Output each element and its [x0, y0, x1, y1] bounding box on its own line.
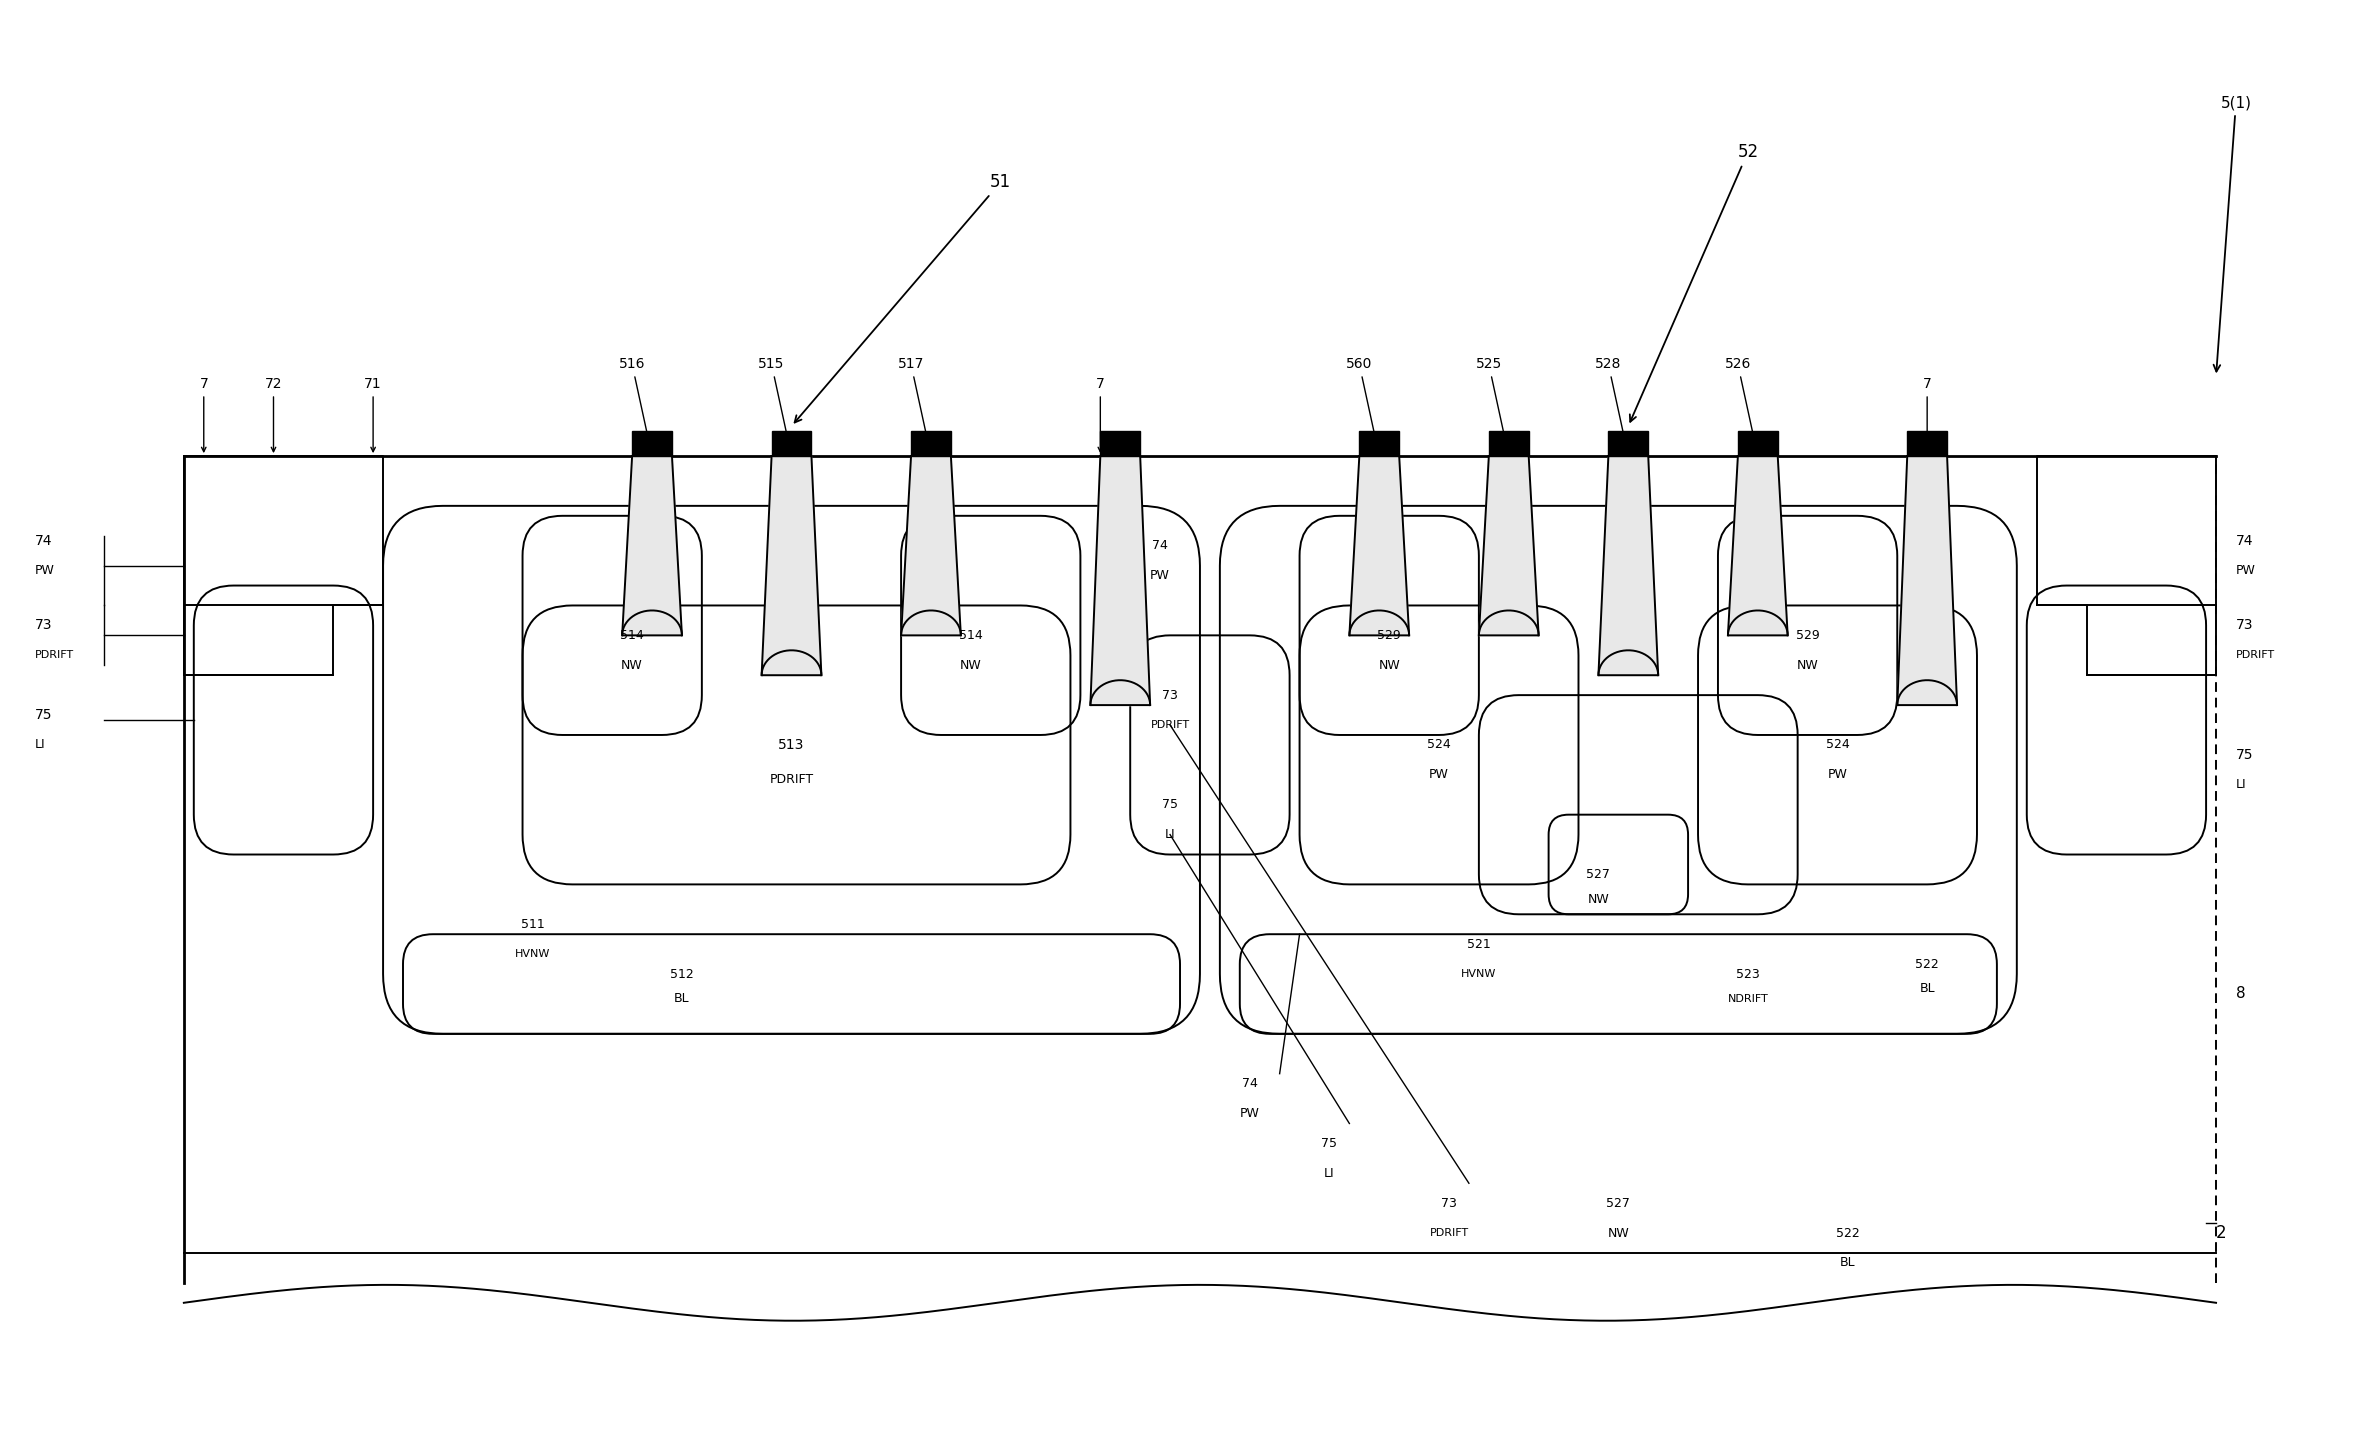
Text: PW: PW	[1150, 569, 1169, 582]
Text: 75: 75	[2236, 748, 2252, 762]
Text: 73: 73	[2236, 618, 2252, 633]
Text: 515: 515	[759, 358, 792, 453]
Bar	[1489, 431, 1529, 455]
Text: 514: 514	[958, 629, 982, 642]
Text: PW: PW	[1240, 1107, 1259, 1120]
Bar	[771, 431, 811, 455]
Text: NW: NW	[1589, 893, 1610, 906]
Text: PDRIFT: PDRIFT	[36, 650, 74, 661]
Polygon shape	[761, 455, 820, 675]
Text: 511: 511	[522, 918, 545, 931]
Text: 522: 522	[1835, 1227, 1859, 1240]
Bar	[1608, 431, 1648, 455]
Text: 7: 7	[1095, 377, 1105, 451]
Bar	[910, 431, 951, 455]
Text: NW: NW	[621, 659, 643, 672]
Text: 73: 73	[1442, 1196, 1456, 1209]
Polygon shape	[1897, 455, 1956, 706]
Text: 513: 513	[778, 738, 804, 752]
Text: HVNW: HVNW	[515, 949, 550, 959]
Text: 74: 74	[1152, 540, 1169, 553]
Text: 5(1): 5(1)	[2215, 96, 2252, 371]
Polygon shape	[1598, 455, 1657, 675]
Text: 560: 560	[1347, 358, 1380, 453]
Text: 526: 526	[1724, 358, 1759, 453]
Text: 527: 527	[1586, 869, 1610, 880]
Polygon shape	[621, 455, 683, 636]
Polygon shape	[901, 455, 960, 636]
Text: 2: 2	[2217, 1224, 2226, 1243]
Text: LI: LI	[36, 739, 45, 751]
Text: NW: NW	[1797, 659, 1819, 672]
Text: 71: 71	[365, 377, 382, 451]
Text: PW: PW	[2236, 565, 2255, 578]
Text: NW: NW	[1608, 1227, 1629, 1240]
Text: 512: 512	[671, 968, 695, 981]
Text: PW: PW	[1430, 768, 1449, 781]
Text: NW: NW	[1378, 659, 1401, 672]
Text: PDRIFT: PDRIFT	[2236, 650, 2276, 661]
Text: 75: 75	[1321, 1136, 1337, 1149]
Text: 523: 523	[1736, 968, 1759, 981]
Text: 527: 527	[1608, 1196, 1631, 1209]
Bar	[1100, 431, 1140, 455]
Text: 74: 74	[1242, 1077, 1257, 1090]
Text: 75: 75	[36, 709, 52, 722]
Polygon shape	[1728, 455, 1788, 636]
Text: 72: 72	[266, 377, 282, 451]
Text: PW: PW	[1828, 768, 1847, 781]
Text: PDRIFT: PDRIFT	[1150, 720, 1190, 730]
Bar	[1359, 431, 1399, 455]
Text: 7: 7	[1923, 377, 1932, 451]
Text: LI: LI	[1323, 1167, 1335, 1180]
Text: 7: 7	[199, 377, 209, 451]
Polygon shape	[1091, 455, 1150, 706]
Polygon shape	[1480, 455, 1539, 636]
Text: BL: BL	[1840, 1257, 1854, 1269]
Text: 75: 75	[1162, 799, 1178, 812]
Text: 74: 74	[2236, 534, 2252, 547]
Text: BL: BL	[673, 992, 690, 1005]
Text: 516: 516	[619, 358, 652, 453]
Text: 514: 514	[621, 629, 645, 642]
Bar	[1906, 431, 1947, 455]
Text: LI: LI	[1164, 828, 1176, 841]
Text: PDRIFT: PDRIFT	[1430, 1228, 1468, 1238]
Bar	[633, 431, 671, 455]
Text: NW: NW	[960, 659, 982, 672]
Text: 524: 524	[1427, 739, 1451, 751]
Text: BL: BL	[1921, 982, 1935, 995]
Text: 51: 51	[794, 173, 1012, 422]
Text: 52: 52	[1629, 143, 1759, 422]
Text: LI: LI	[2236, 778, 2248, 792]
Text: 73: 73	[36, 618, 52, 633]
Text: 73: 73	[1162, 688, 1178, 701]
Text: 529: 529	[1795, 629, 1819, 642]
Text: 521: 521	[1468, 937, 1491, 950]
Text: PW: PW	[36, 565, 55, 578]
Text: 74: 74	[36, 534, 52, 547]
Text: HVNW: HVNW	[1461, 969, 1496, 979]
Text: 529: 529	[1378, 629, 1401, 642]
Text: 525: 525	[1475, 358, 1508, 453]
Text: PDRIFT: PDRIFT	[771, 773, 813, 786]
Text: 8: 8	[2236, 986, 2245, 1001]
Text: 524: 524	[1826, 739, 1849, 751]
Text: 522: 522	[1916, 957, 1939, 970]
Text: NDRIFT: NDRIFT	[1728, 994, 1769, 1004]
Text: 528: 528	[1596, 358, 1629, 453]
Bar	[1738, 431, 1778, 455]
Polygon shape	[1349, 455, 1408, 636]
Text: 517: 517	[899, 358, 932, 453]
